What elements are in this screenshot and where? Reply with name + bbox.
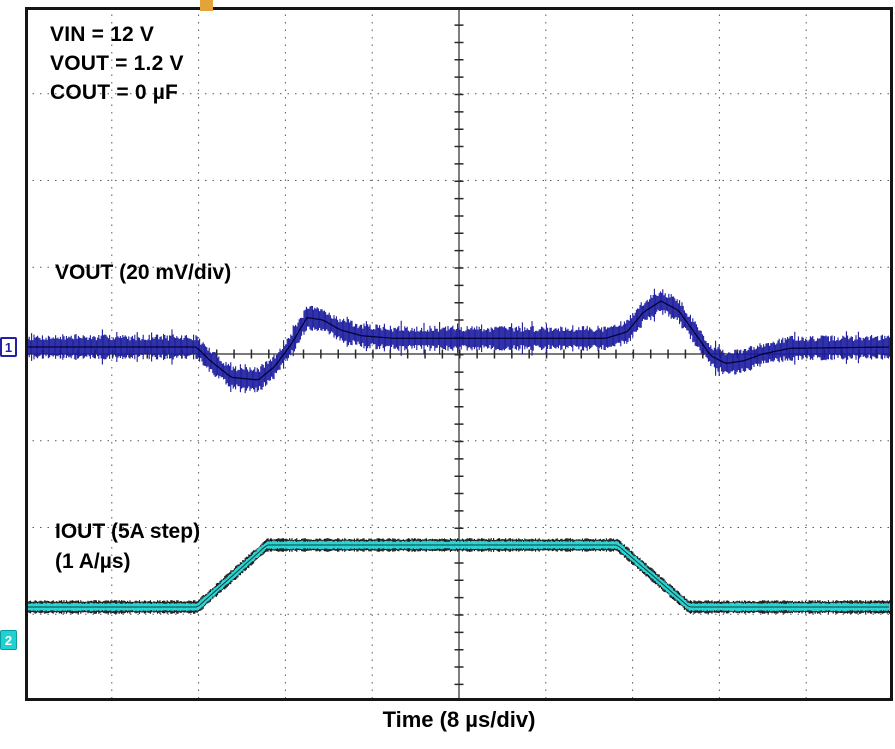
- iout-trace-label-line1: IOUT (5A step): [55, 520, 201, 543]
- waveform-canvas: [25, 7, 893, 701]
- channel-2-marker: 2: [0, 630, 17, 650]
- scope-graticule: [25, 7, 893, 701]
- trigger-marker: [200, 0, 213, 11]
- test-conditions: VIN = 12 V VOUT = 1.2 V COUT = 0 µF: [50, 20, 184, 107]
- iout-trace-label: IOUT (5A step) (1 A/µs): [55, 517, 200, 577]
- vout-trace-label: VOUT (20 mV/div): [55, 261, 232, 284]
- vout-annotation: VOUT = 1.2 V: [50, 52, 184, 75]
- vin-annotation: VIN = 12 V: [50, 23, 155, 46]
- cout-annotation: COUT = 0 µF: [50, 81, 179, 104]
- iout-trace-label-line2: (1 A/µs): [55, 550, 131, 573]
- channel-1-marker: 1: [0, 337, 17, 357]
- time-axis-label: Time (8 µs/div): [382, 707, 536, 732]
